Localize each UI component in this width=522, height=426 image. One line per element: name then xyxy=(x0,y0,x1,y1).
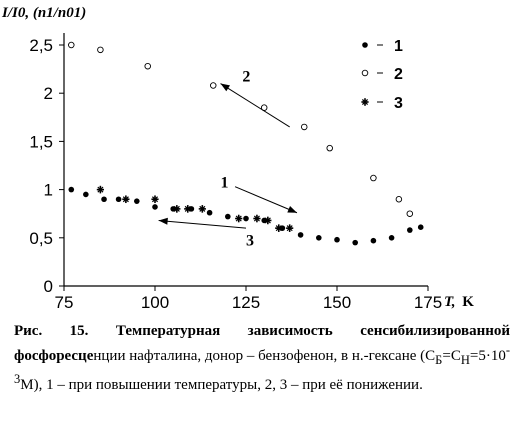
point-series-2 xyxy=(406,210,414,217)
x-tick-label: 150 xyxy=(323,293,351,312)
legend-label-3: 3 xyxy=(394,95,403,112)
legend-marker-1 xyxy=(362,42,368,48)
point-series-1 xyxy=(334,236,340,243)
x-tick-label: 75 xyxy=(55,293,74,312)
point-series-1 xyxy=(370,237,377,244)
annotation-label: 3 xyxy=(246,233,254,250)
y-tick-label: 1,5 xyxy=(29,132,53,151)
y-axis-label: I/I0, (n1/n01) xyxy=(1,5,86,21)
annotations: 2 1 3 xyxy=(158,69,298,250)
point-series-3 xyxy=(275,224,283,232)
legend-marker-2 xyxy=(361,69,369,77)
caption-bold-prefix: фосфоресце xyxy=(14,348,94,364)
point-series-2 xyxy=(68,41,75,49)
caption-line1: Рис. 15. Температурная зависимость сенси… xyxy=(14,323,510,339)
point-series-3 xyxy=(122,195,130,204)
x-axis-label-var: T, xyxy=(444,294,456,310)
point-series-1 xyxy=(417,224,424,230)
point-series-1 xyxy=(388,235,395,241)
x-tick-label: 100 xyxy=(141,293,169,312)
legend: 1 2 3 xyxy=(361,38,403,112)
asterisk-stroke xyxy=(97,186,104,193)
legend-label-2: 2 xyxy=(394,66,403,83)
annotation-arrow-head xyxy=(158,217,168,225)
asterisk-stroke xyxy=(286,225,293,232)
point-series-2 xyxy=(395,195,403,203)
point-series-3 xyxy=(286,224,294,232)
point-series-2 xyxy=(97,46,104,54)
caption-sub-b: Б xyxy=(435,353,443,367)
point-series-1 xyxy=(297,232,304,238)
point-series-3 xyxy=(184,205,192,213)
point-series-2 xyxy=(300,123,308,131)
point-series-2 xyxy=(209,82,217,89)
x-tick-label: 175 xyxy=(414,293,442,312)
asterisk-stroke xyxy=(151,196,159,203)
caption-exp: -3 xyxy=(14,343,510,386)
y-tick-label: 0,5 xyxy=(29,229,53,248)
point-series-2 xyxy=(370,174,377,182)
point-series-1 xyxy=(352,239,359,246)
caption-sub-h: Н xyxy=(460,353,470,367)
asterisk-stroke xyxy=(173,205,180,212)
point-series-3 xyxy=(253,214,261,223)
point-series-2 xyxy=(144,62,151,70)
y-tick-label: 2 xyxy=(44,84,53,103)
annotation-arrow-head xyxy=(220,83,231,92)
point-series-1 xyxy=(115,196,122,203)
y-tick-label: 2,5 xyxy=(29,36,53,55)
x-axis-label-unit: K xyxy=(462,294,474,310)
point-series-3 xyxy=(235,214,243,223)
point-series-3 xyxy=(264,216,272,225)
asterisk-stroke xyxy=(184,205,191,212)
asterisk-stroke xyxy=(122,196,129,203)
annotation-arrow-line xyxy=(158,219,247,229)
point-series-1 xyxy=(243,215,249,222)
asterisk-stroke xyxy=(361,98,369,106)
axes xyxy=(59,33,429,291)
annotation-arrow-head xyxy=(287,206,297,213)
point-series-1 xyxy=(134,198,140,204)
y-tick-label: 1 xyxy=(44,181,53,200)
caption-conc: =5·10 xyxy=(469,348,506,364)
point-series-1 xyxy=(152,204,158,210)
annotation-label: 2 xyxy=(242,69,250,86)
asterisk-stroke xyxy=(235,215,242,222)
caption-eq: =C xyxy=(442,348,461,364)
annotation-arrow-line xyxy=(220,83,290,128)
point-series-1 xyxy=(68,186,75,193)
asterisk-stroke xyxy=(253,215,260,222)
chart: 75 100 125 150 175 0 0,5 1 1,5 2 2,5 1 2 3 2 1 3 I/I0,… xyxy=(1,5,474,312)
point-series-3 xyxy=(198,205,206,213)
asterisk-stroke xyxy=(264,217,271,224)
y-tick-label: 0 xyxy=(44,277,53,296)
asterisk-stroke xyxy=(275,225,282,232)
annotation-arrow-line xyxy=(234,186,298,214)
point-series-3 xyxy=(151,195,159,204)
caption-tail: M), 1 – при повышении температуры, 2, 3 … xyxy=(20,377,423,393)
legend-label-1: 1 xyxy=(394,38,403,55)
point-series-1 xyxy=(316,235,322,241)
annotation-label: 1 xyxy=(221,175,229,192)
point-series-1 xyxy=(407,227,413,233)
legend-marker-3 xyxy=(361,98,369,106)
x-axis-label: T, K xyxy=(444,294,474,310)
caption-rest: нции нафталина, донор – бензофенон, в н.… xyxy=(93,348,436,364)
asterisk-stroke xyxy=(199,205,206,212)
point-series-3 xyxy=(173,205,181,213)
point-series-1 xyxy=(101,196,107,203)
point-series-1 xyxy=(206,209,213,216)
point-series-1 xyxy=(225,213,231,220)
data-points xyxy=(68,41,424,246)
point-series-1 xyxy=(83,191,89,198)
tick-labels: 75 100 125 150 175 0 0,5 1 1,5 2 2,5 xyxy=(29,36,442,312)
point-series-3 xyxy=(96,185,104,194)
x-tick-label: 125 xyxy=(232,293,260,312)
figure-caption: Рис. 15. Температурная зависимость сенси… xyxy=(14,322,510,395)
point-series-2 xyxy=(326,144,333,152)
